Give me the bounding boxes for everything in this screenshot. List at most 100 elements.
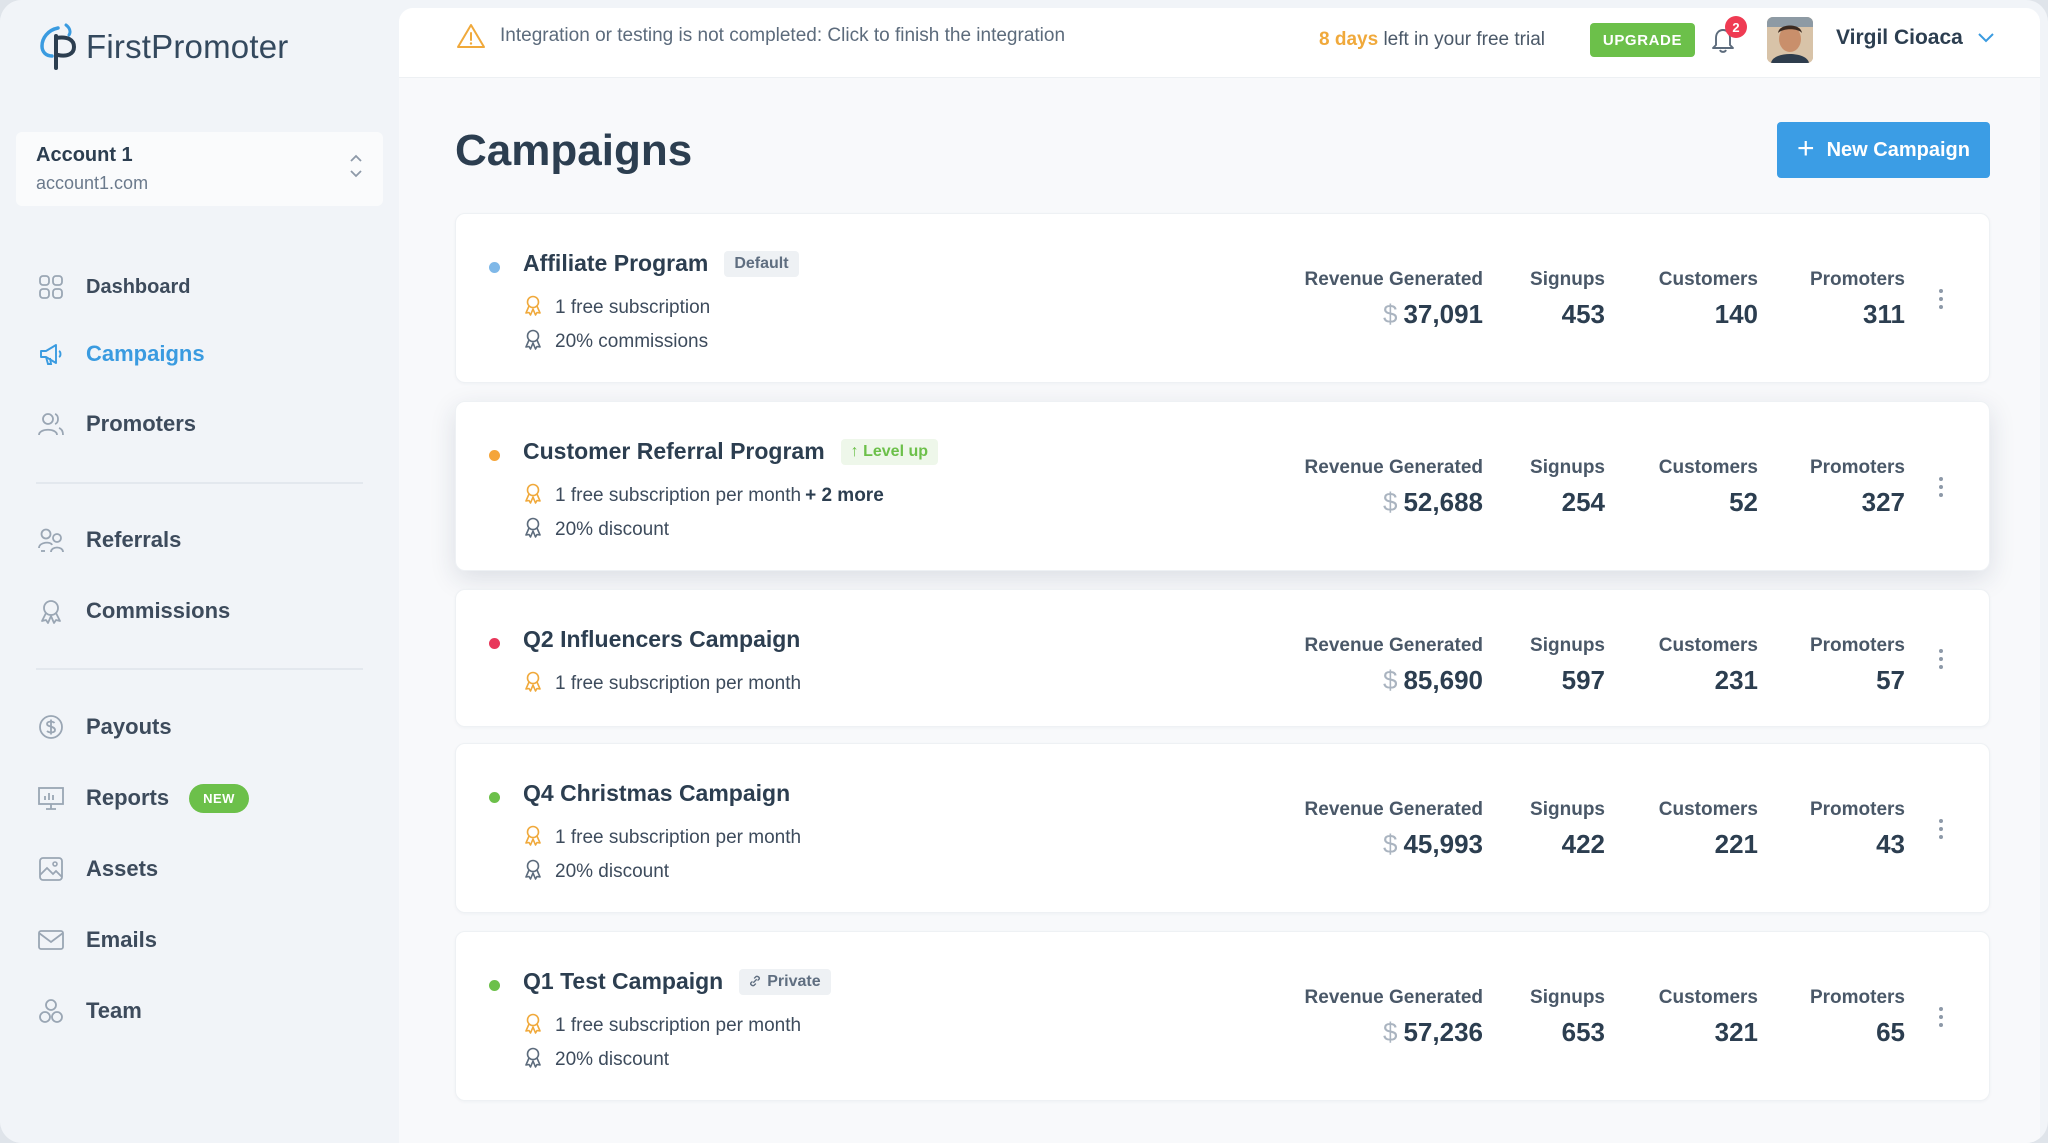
campaign-tag: Private (739, 968, 831, 995)
campaign-card[interactable]: Customer Referral Program ↑ Level up 1 fre… (455, 401, 1990, 571)
stat-label: Customers (1658, 269, 1758, 290)
sidebar-item-reports[interactable]: Reports NEW (36, 778, 249, 818)
sidebar-item-assets[interactable]: Assets (36, 849, 158, 889)
integration-warning[interactable]: Integration or testing is not completed:… (456, 22, 1065, 50)
referral-users-icon (36, 525, 66, 555)
account-switcher[interactable]: Account 1 account1.com (16, 132, 383, 206)
sidebar-item-promoters[interactable]: Promoters (36, 404, 196, 444)
notifications-button[interactable] (1710, 26, 1740, 56)
reward-primary: 1 free subscription per month (523, 824, 801, 852)
sidebar-item-referrals[interactable]: Referrals (36, 520, 181, 560)
nav-divider (36, 668, 363, 670)
stat-number: 321 (1714, 1017, 1758, 1047)
reward-text: 20% discount (555, 1049, 670, 1070)
campaign-name-row: Q1 Test Campaign Private (523, 968, 831, 995)
stat-promoters: Promoters 327 (1810, 457, 1905, 518)
sidebar-item-payouts[interactable]: Payouts (36, 707, 172, 747)
stat-label: Promoters (1809, 635, 1905, 656)
stat-value: $37,091 (1305, 299, 1483, 330)
notification-count-badge: 2 (1725, 16, 1747, 38)
status-dot (489, 450, 500, 461)
campaign-tag-label: Private (767, 972, 821, 990)
more-options-icon[interactable] (1937, 1007, 1945, 1027)
stat-revenue: Revenue Generated $45,993 (1305, 799, 1483, 860)
currency-symbol: $ (1383, 829, 1398, 859)
stat-value: 221 (1659, 829, 1758, 860)
user-menu[interactable]: Virgil Cioaca (1836, 26, 1995, 50)
sidebar-item-dashboard[interactable]: Dashboard (36, 267, 190, 307)
sidebar-item-team[interactable]: Team (36, 991, 142, 1031)
sidebar-item-commissions[interactable]: Commissions (36, 591, 230, 631)
status-dot (489, 262, 500, 273)
campaign-name-row: Q2 Influencers Campaign (523, 626, 800, 653)
stat-signups: Signups 422 (1530, 799, 1605, 860)
stat-number: 43 (1876, 829, 1905, 859)
user-name: Virgil Cioaca (1836, 26, 1963, 49)
nav-divider (36, 482, 363, 484)
reward-award-icon (523, 670, 555, 698)
stat-label: Signups (1530, 635, 1605, 656)
reward-award-icon (523, 482, 555, 510)
reward-text: 20% commissions (555, 331, 709, 352)
stat-label: Customers (1658, 987, 1758, 1008)
sidebar-item-campaigns[interactable]: Campaigns (36, 334, 205, 374)
stat-value: 43 (1810, 829, 1905, 860)
chevron-up-down-icon (350, 154, 362, 178)
warning-icon (457, 24, 485, 48)
image-icon (36, 854, 66, 884)
upgrade-button[interactable]: UPGRADE (1590, 23, 1695, 57)
stat-customers: Customers 321 (1659, 987, 1758, 1048)
logo[interactable]: FirstPromoter (36, 22, 288, 72)
award-icon (36, 596, 66, 626)
stat-promoters: Promoters 57 (1810, 635, 1905, 696)
new-badge: NEW (189, 783, 249, 813)
stat-number: 85,690 (1403, 665, 1483, 695)
sidebar-item-label: Reports (86, 785, 170, 810)
stat-number: 221 (1714, 829, 1758, 859)
bell-icon (1712, 29, 1734, 53)
campaign-card[interactable]: Q1 Test Campaign Private 1 free subscripti… (455, 931, 1990, 1101)
campaign-name-row: Affiliate Program Default (523, 250, 799, 277)
more-options-icon[interactable] (1937, 649, 1945, 669)
stat-number: 37,091 (1403, 299, 1483, 329)
more-options-icon[interactable] (1937, 289, 1945, 309)
campaign-card[interactable]: Q4 Christmas Campaign 1 free subscription… (455, 743, 1990, 913)
stat-customers: Customers 140 (1659, 269, 1758, 330)
stat-value: 311 (1810, 299, 1905, 330)
users-icon (36, 409, 66, 439)
new-campaign-button[interactable]: + New Campaign (1777, 122, 1990, 178)
avatar[interactable] (1767, 17, 1813, 63)
reward-text: 20% discount (555, 519, 670, 540)
commission-award-icon (523, 328, 555, 356)
stat-number: 653 (1561, 1017, 1605, 1047)
reward-secondary: 20% discount (523, 516, 669, 544)
more-options-icon[interactable] (1937, 819, 1945, 839)
stat-value: 254 (1530, 487, 1605, 518)
campaign-card[interactable]: Q2 Influencers Campaign 1 free subscripti… (455, 589, 1990, 727)
campaign-name: Q1 Test Campaign (523, 968, 724, 994)
status-dot (489, 638, 500, 649)
reward-secondary: 20% commissions (523, 328, 708, 356)
stat-label: Promoters (1809, 457, 1905, 478)
dollar-circle-icon (36, 712, 66, 742)
plus-icon: + (1797, 131, 1815, 165)
top-bar: Integration or testing is not completed:… (399, 8, 2040, 78)
campaign-card[interactable]: Affiliate Program Default 1 free subscript… (455, 213, 1990, 383)
stat-label: Promoters (1809, 799, 1905, 820)
campaign-tag: ↑ Level up (840, 438, 939, 465)
more-options-icon[interactable] (1937, 477, 1945, 497)
stat-label: Revenue Generated (1304, 635, 1483, 656)
commission-award-icon (523, 1046, 555, 1074)
currency-symbol: $ (1383, 299, 1398, 329)
stat-number: 57 (1876, 665, 1905, 695)
dashboard-icon (36, 272, 66, 302)
stat-value: 57 (1810, 665, 1905, 696)
stat-value: 327 (1810, 487, 1905, 518)
stat-number: 57,236 (1403, 1017, 1483, 1047)
stat-label: Customers (1658, 635, 1758, 656)
reward-award-icon (523, 1012, 555, 1040)
sidebar-item-emails[interactable]: Emails (36, 920, 157, 960)
stat-label: Revenue Generated (1304, 799, 1483, 820)
reward-more-link[interactable]: + 2 more (805, 485, 884, 506)
